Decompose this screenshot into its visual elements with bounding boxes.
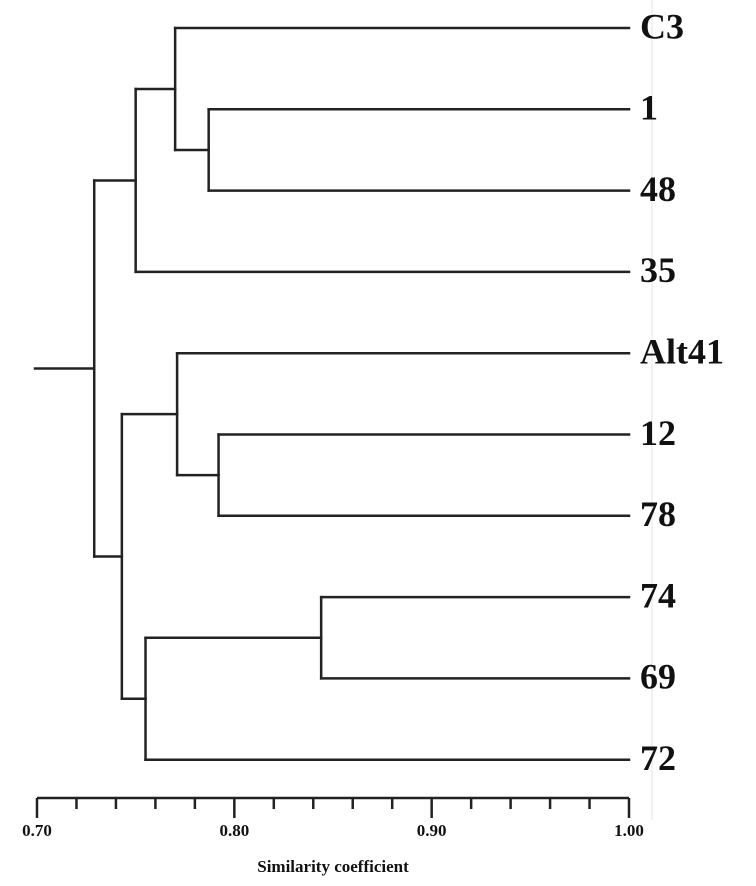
leaf-label: 35	[640, 250, 676, 290]
x-tick-label: 0.70	[22, 821, 52, 840]
x-tick-label: 0.90	[417, 821, 447, 840]
leaf-label: 72	[640, 738, 676, 778]
leaf-label: 48	[640, 169, 676, 209]
leaf-label: 74	[640, 575, 676, 615]
x-tick-label: 0.80	[219, 821, 249, 840]
leaf-label: 1	[640, 88, 658, 128]
leaf-label: Alt41	[640, 331, 724, 371]
leaf-label: C3	[640, 6, 684, 46]
leaf-label: 12	[640, 413, 676, 453]
leaf-label: 69	[640, 657, 676, 697]
leaf-label: 78	[640, 494, 676, 534]
x-axis-title: Similarity coefficient	[257, 857, 409, 876]
x-tick-label: 1.00	[614, 821, 644, 840]
